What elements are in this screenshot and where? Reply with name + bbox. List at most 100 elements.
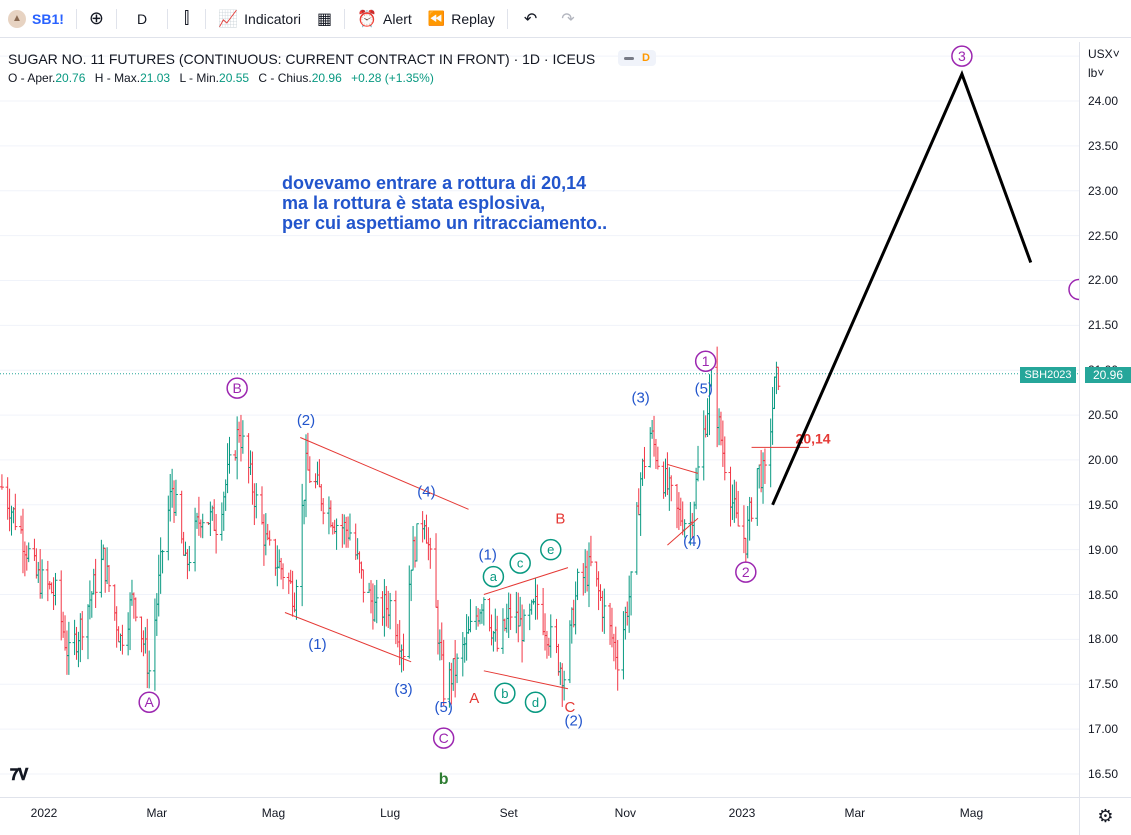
symbol-logo-icon: ▲ <box>8 9 26 28</box>
ohlc-bar <box>554 618 559 654</box>
trendline <box>667 463 699 474</box>
price-tick-label: 20.50 <box>1088 408 1119 423</box>
unit-selector[interactable]: lb˅ <box>1088 66 1104 80</box>
tradingview-logo[interactable]: 𝟕𝐕 <box>10 767 28 784</box>
ohlc-bar <box>357 551 362 574</box>
wave-label: (1) <box>478 546 496 563</box>
annotation-text[interactable]: dovevamo entrare a rottura di 20,14 ma l… <box>282 173 607 233</box>
ohlc-bar <box>59 570 64 641</box>
ohlc-bar <box>172 480 177 523</box>
ohlc-bar <box>489 614 494 646</box>
high-value: 21.03 <box>140 71 171 85</box>
ohlc-bar <box>200 513 205 539</box>
ohlc-bar <box>183 541 188 556</box>
ohlc-bar <box>491 630 496 652</box>
chart-type-button[interactable]: ⫿ <box>172 0 201 38</box>
ohlc-bar <box>101 544 106 561</box>
ohlc-bar <box>694 467 699 510</box>
indicators-button[interactable]: 📈 Indicatori <box>210 0 309 38</box>
undo-button[interactable]: ↶ <box>512 0 549 38</box>
ohlc-bar <box>386 590 391 629</box>
wave-label: B <box>555 511 565 528</box>
ohlc-bar <box>558 662 563 685</box>
ohlc-bar <box>613 626 618 670</box>
ohlc-bar <box>583 549 588 594</box>
wave-label: (5) <box>695 380 713 397</box>
ohlc-bar <box>340 513 345 548</box>
ohlc-bar <box>252 483 257 526</box>
ohlc-bar <box>749 497 754 522</box>
redo-button[interactable]: ↷ <box>549 0 586 38</box>
ohlc-bar <box>61 611 66 638</box>
ohlc-bar <box>527 603 532 631</box>
ohlc-bar <box>426 527 431 561</box>
market-status-icon <box>624 56 634 60</box>
ohlc-bar <box>621 611 626 680</box>
ohlc-bar <box>38 549 43 599</box>
symbol-price-tag: SBH2023 <box>1020 367 1076 383</box>
ohlc-bar <box>774 361 779 395</box>
legend-ohlc: O - Aper.20.76 H - Max.21.03 L - Min.20.… <box>8 71 440 85</box>
ohlc-bar <box>629 571 634 616</box>
ohlc-bar <box>40 559 45 599</box>
ohlc-bar <box>152 598 157 691</box>
price-axis[interactable]: 24.0023.5023.0022.5022.0021.5021.0020.50… <box>1079 42 1131 797</box>
ohlc-bar <box>520 604 525 663</box>
ohlc-bar <box>732 479 737 523</box>
ohlc-bar <box>533 578 538 620</box>
ohlc-bar <box>424 514 429 544</box>
ohlc-bar <box>407 565 412 659</box>
ohlc-bar <box>663 458 668 497</box>
ohlc-bar <box>154 593 159 636</box>
chevron-down-icon: ˅ <box>1097 66 1105 80</box>
compare-button[interactable]: ⊕ <box>81 0 112 38</box>
ohlc-bar <box>411 525 416 571</box>
price-tick-label: 23.00 <box>1088 183 1119 198</box>
ohlc-bar <box>265 523 270 541</box>
open-value: 20.76 <box>55 71 86 85</box>
ohlc-bar <box>47 581 52 590</box>
wave-label: 2 <box>742 564 750 580</box>
interval-button[interactable]: D <box>121 0 163 38</box>
ohlc-bar <box>93 558 98 608</box>
ohlc-bar <box>9 505 14 536</box>
ohlc-bar <box>623 606 628 640</box>
legend-status-badge[interactable]: D <box>618 50 656 66</box>
time-tick-label: Set <box>499 806 518 820</box>
chevron-down-icon: ˅ <box>1112 47 1120 61</box>
ohlc-bar <box>294 579 299 620</box>
ohlc-bar <box>292 592 297 613</box>
chart-svg[interactable]: 20,14ABCb123(2)(1)(3)(4)(5)(1)(2)(3)(4)(… <box>0 42 1079 797</box>
ohlc-bar <box>464 614 469 661</box>
time-axis[interactable]: 2022 Mar Mag Lug Set Nov 2023 Mar Mag <box>0 797 1079 835</box>
ohlc-bar <box>51 577 56 611</box>
ohlc-bar <box>158 537 163 594</box>
bars-icon: ⫿ <box>184 9 190 27</box>
ohlc-bar <box>476 607 481 627</box>
wave-label-circle <box>735 561 757 583</box>
ohlc-bar <box>636 488 641 516</box>
ohlc-bar <box>367 582 372 593</box>
ohlc-bar <box>768 418 773 488</box>
ohlc-bar <box>401 633 406 671</box>
ohlc-bar <box>535 584 540 620</box>
settings-button[interactable]: ⚙ <box>1079 797 1131 835</box>
currency-selector[interactable]: USX˅ <box>1088 47 1120 61</box>
replay-button[interactable]: ⏪ Replay <box>420 0 503 38</box>
ohlc-bar <box>543 613 548 651</box>
ohlc-bar <box>414 523 419 562</box>
ohlc-bar <box>326 496 331 535</box>
layouts-button[interactable]: ▦ <box>309 0 340 38</box>
ohlc-bar <box>227 436 232 474</box>
symbol-search-button[interactable]: ▲ SB1! <box>0 0 72 38</box>
price-tick-label: 19.50 <box>1088 497 1119 512</box>
high-label: H - Max. <box>94 71 141 85</box>
ohlc-bar <box>479 603 484 624</box>
ohlc-bar <box>611 633 616 662</box>
alert-button[interactable]: ⏰ Alert <box>349 0 420 38</box>
ohlc-bar <box>107 565 112 593</box>
price-tick-label: 22.50 <box>1088 228 1119 243</box>
ohlc-bar <box>64 630 69 675</box>
ohlc-bar <box>193 507 198 572</box>
